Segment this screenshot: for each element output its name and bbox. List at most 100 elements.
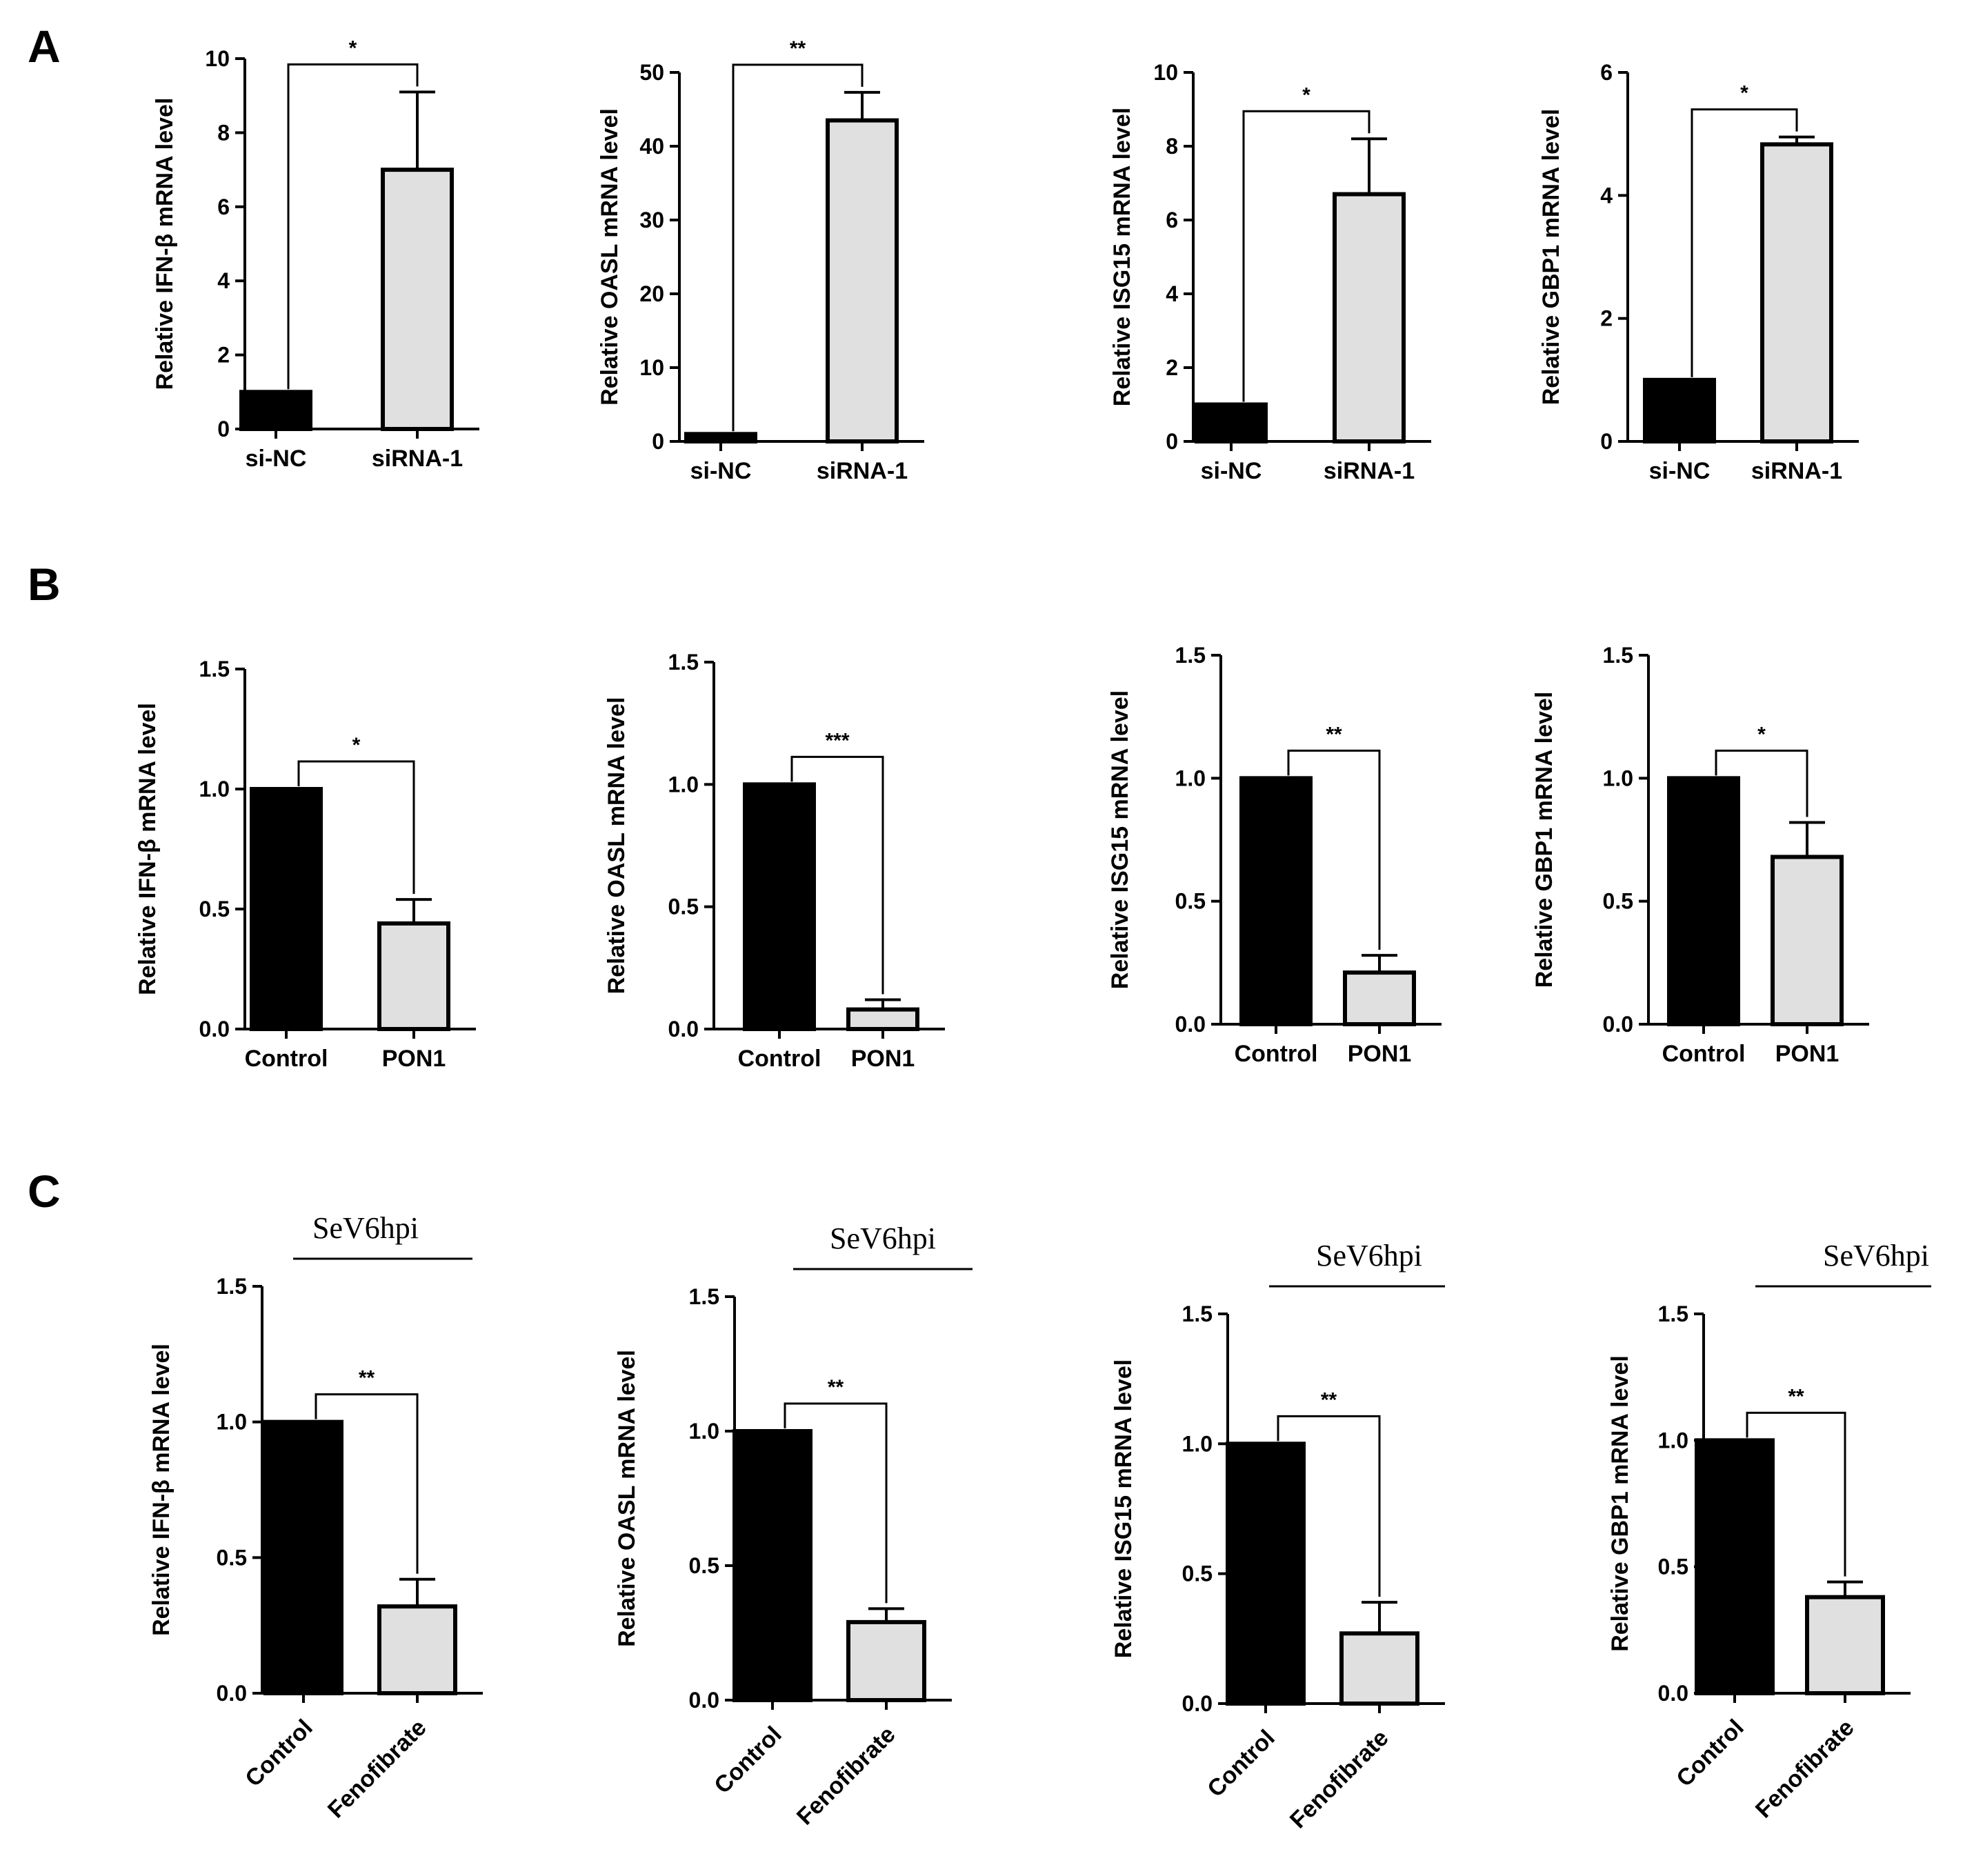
y-axis-label: Relative OASL mRNA level: [614, 1350, 640, 1647]
bar-control: [1643, 377, 1716, 443]
category-label: Control: [709, 1722, 786, 1799]
category-label: Control: [1671, 1715, 1748, 1792]
chart-a-2: 0 10 20 30 40 50 Relative OASL mRNA level si-NC…: [597, 37, 924, 484]
bar-treatment: [846, 1007, 919, 1032]
y-tick-label: 1.5: [199, 657, 230, 681]
y-tick-label: 0.0: [689, 1688, 719, 1713]
y-axis-label: Relative IFN-β mRNA level: [134, 703, 161, 995]
category-label: siRNA-1: [1324, 458, 1415, 484]
significance-label: **: [790, 37, 806, 60]
y-tick-label: 10: [639, 355, 664, 380]
category-label: PON1: [382, 1046, 446, 1072]
condition-title: SeV6hpi: [1823, 1239, 1929, 1273]
y-tick-label: 0.0: [1175, 1012, 1206, 1037]
category-label: si-NC: [1201, 458, 1262, 484]
y-axis-label: Relative OASL mRNA level: [597, 108, 623, 406]
y-tick-label: 1.0: [217, 1410, 247, 1435]
y-tick-label: 0.5: [217, 1545, 247, 1570]
significance-bracket: [732, 63, 864, 432]
category-label: Control: [245, 1046, 328, 1072]
significance-bracket: [790, 755, 884, 995]
significance-bracket: [1287, 749, 1381, 950]
bar-treatment: [1333, 192, 1406, 443]
y-tick-label: 0.0: [217, 1681, 247, 1706]
bar-control: [1695, 1438, 1775, 1695]
significance-label: *: [1302, 83, 1310, 106]
significance-label: **: [1321, 1388, 1337, 1411]
y-tick-label: 4: [1600, 183, 1613, 208]
bar-treatment: [1343, 970, 1416, 1026]
y-tick-label: 0: [652, 429, 664, 454]
category-label: Control: [240, 1715, 317, 1792]
y-axis-label: Relative ISG15 mRNA level: [1110, 1359, 1137, 1658]
y-axis-label: Relative ISG15 mRNA level: [1109, 108, 1135, 406]
y-axis-label: Relative ISG15 mRNA level: [1107, 690, 1133, 989]
bar-control: [1667, 776, 1740, 1027]
y-tick-label: 0.5: [1658, 1555, 1688, 1579]
category-label: Control: [1202, 1725, 1279, 1802]
y-axis-label: Relative GBP1 mRNA level: [1607, 1355, 1633, 1652]
bar-treatment: [1805, 1595, 1885, 1696]
significance-bracket: [1242, 110, 1370, 402]
category-label: Control: [738, 1046, 821, 1072]
significance-label: **: [359, 1367, 375, 1390]
y-axis-label: Relative IFN-β mRNA level: [152, 98, 178, 390]
significance-bracket: [287, 63, 419, 390]
bar-control: [250, 787, 323, 1031]
bar-control: [684, 432, 757, 443]
y-tick-label: 1.0: [1182, 1431, 1213, 1456]
y-tick-label: 1.0: [1603, 766, 1633, 790]
significance-bracket: [784, 1402, 888, 1604]
y-tick-label: 0.0: [1658, 1681, 1688, 1706]
y-tick-label: 0.0: [1182, 1691, 1213, 1716]
panel-letter-a: A: [28, 21, 61, 72]
y-tick-label: 0: [1600, 429, 1613, 454]
bar-treatment: [377, 921, 450, 1031]
category-label: Fenofibrate: [1751, 1715, 1860, 1824]
y-tick-label: 0.5: [668, 895, 699, 919]
y-tick-label: 8: [1166, 134, 1178, 159]
bar-treatment: [381, 168, 454, 431]
y-tick-label: 0: [1166, 429, 1178, 454]
significance-label: **: [828, 1376, 844, 1399]
y-tick-label: 2: [1600, 306, 1613, 331]
category-label: si-NC: [690, 458, 752, 484]
chart-c-2: 0.0 0.5 1.0 1.5 Relative OASL mRNA level Cont…: [614, 1221, 973, 1830]
panel-letter-b: B: [28, 559, 61, 610]
category-label: PON1: [1348, 1041, 1412, 1067]
y-tick-label: 0.5: [1182, 1561, 1213, 1586]
y-tick-label: 1.0: [1175, 766, 1206, 790]
significance-label: *: [1757, 723, 1766, 746]
panel-letter-c: C: [28, 1166, 61, 1217]
y-tick-label: 0.0: [1603, 1012, 1633, 1037]
y-tick-label: 0: [217, 417, 230, 441]
y-tick-label: 40: [639, 134, 664, 159]
condition-title: SeV6hpi: [830, 1221, 936, 1255]
chart-c-1: 0.0 0.5 1.0 1.5 Relative IFN-β mRNA level Con…: [148, 1211, 483, 1824]
y-tick-label: 1.0: [199, 777, 230, 801]
bar-control: [239, 390, 312, 431]
category-label: Fenofibrate: [792, 1722, 901, 1830]
y-tick-label: 0.0: [668, 1017, 699, 1041]
bar-treatment: [377, 1604, 457, 1695]
y-tick-label: 1.5: [1175, 643, 1206, 668]
bar-control: [1226, 1441, 1306, 1706]
y-tick-label: 4: [217, 268, 230, 293]
significance-bracket: [1277, 1415, 1381, 1597]
bar-treatment: [846, 1619, 926, 1702]
chart-a-4: 0 2 4 6 Relative GBP1 mRNA level si-NC siRNA-1…: [1538, 60, 1859, 484]
bar-treatment: [826, 118, 899, 444]
significance-bracket: [1746, 1411, 1846, 1577]
significance-label: ***: [825, 729, 849, 752]
chart-a-1: 0 2 4 6 8 10 Relative IFN-β mRNA level si-NC siR…: [152, 37, 479, 472]
category-label: siRNA-1: [372, 446, 463, 472]
significance-label: **: [1326, 723, 1342, 746]
y-tick-label: 1.5: [1182, 1301, 1213, 1326]
y-tick-label: 10: [1153, 60, 1178, 85]
bar-treatment: [1339, 1631, 1419, 1706]
y-tick-label: 20: [639, 281, 664, 306]
significance-bracket: [1715, 749, 1808, 817]
bar-control: [263, 1419, 343, 1696]
bar-treatment: [1771, 855, 1844, 1027]
y-tick-label: 2: [1166, 355, 1178, 380]
